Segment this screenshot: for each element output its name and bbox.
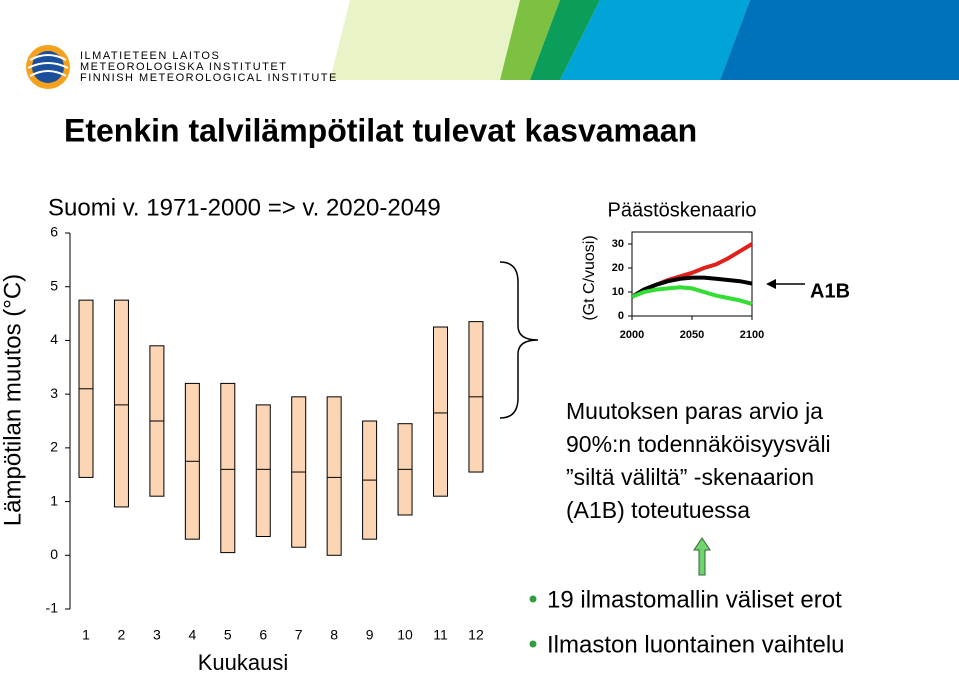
bullet-dot [529, 640, 537, 648]
x-tick-label: 2100 [740, 329, 764, 341]
box [220, 382, 236, 554]
x-tick-label: 11 [433, 627, 448, 643]
box [433, 326, 448, 497]
x-axis-label: Kuukausi [198, 650, 289, 675]
y-tick-label: 1 [50, 492, 58, 508]
x-tick-label: 7 [295, 627, 303, 643]
x-tick-label: 1 [82, 627, 90, 643]
y-tick-label: 10 [612, 286, 624, 298]
y-tick-label: 0 [50, 546, 58, 562]
slide-title: Etenkin talvilämpötilat tulevat kasvamaa… [64, 112, 697, 148]
x-tick-label: 3 [153, 627, 161, 643]
banner [330, 0, 520, 80]
y-tick-label: 20 [612, 262, 624, 274]
description: Muutoksen paras arvio ja [566, 398, 823, 424]
x-tick-label: 10 [397, 627, 413, 643]
up-arrow [693, 537, 711, 576]
description: ”siltä väliltä” -skenaarion [566, 464, 814, 490]
x-tick-label: 4 [188, 627, 196, 643]
chart-subtitle: Suomi v. 1971-2000 => v. 2020-2049 [48, 194, 441, 221]
series-line [630, 275, 753, 299]
bullet: 19 ilmastomallin väliset erot [547, 586, 842, 613]
y-axis-label: Lämpötilan muutos (°C) [0, 274, 26, 526]
box [326, 396, 342, 556]
y-tick-label: -1 [46, 600, 59, 616]
x-tick-label: 2050 [680, 329, 704, 341]
annotation-arrow [766, 279, 776, 289]
y-tick-label: 6 [50, 224, 58, 240]
logo-text: FINNISH METEOROLOGICAL INSTITUTE [80, 72, 338, 84]
logo [26, 45, 70, 89]
y-tick-label: 0 [618, 310, 624, 322]
x-tick-label: 12 [468, 627, 484, 643]
x-tick-label: 8 [330, 627, 338, 643]
description: (A1B) toteutuessa [566, 497, 750, 523]
y-tick-label: 30 [612, 238, 624, 250]
box [113, 299, 129, 508]
bullet-dot [529, 595, 537, 603]
annotation: A1B [810, 280, 850, 302]
banner [720, 0, 959, 80]
inset-title: Päästöskenaario [608, 199, 757, 221]
banner [560, 0, 750, 80]
logo-text: ILMATIETEEN LAITOS [80, 50, 220, 62]
y-tick-label: 3 [50, 385, 58, 401]
logo-text: METEOROLOGISKA INSTITUTET [80, 61, 287, 73]
description: 90%:n todennäköisyysväli [566, 431, 831, 457]
x-tick-label: 2000 [620, 329, 644, 341]
series-line [631, 285, 753, 306]
x-tick-label: 9 [366, 627, 374, 643]
banner [500, 0, 560, 80]
banner [530, 0, 600, 80]
brace [499, 261, 539, 419]
y-tick-label: 5 [50, 277, 58, 293]
box [255, 404, 271, 537]
bullet: Ilmaston luontainen vaihtelu [547, 631, 845, 658]
x-tick-label: 5 [224, 627, 232, 643]
y-tick-label: 2 [50, 439, 58, 455]
inset-y-label: (Gt C/vuosi) [581, 235, 598, 320]
x-tick-label: 6 [259, 627, 267, 643]
x-tick-label: 2 [118, 627, 126, 643]
y-tick-label: 4 [50, 331, 58, 347]
